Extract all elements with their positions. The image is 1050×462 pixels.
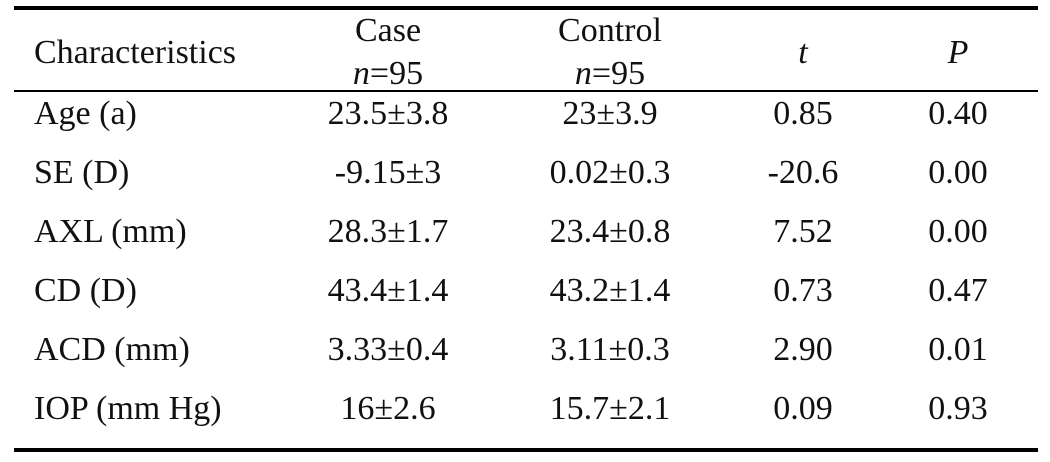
row-age-p: 0.40 bbox=[928, 95, 988, 132]
row-iop-p: 0.93 bbox=[928, 390, 988, 427]
row-acd-control: 3.11±0.3 bbox=[550, 331, 670, 368]
row-cd-control: 43.2±1.4 bbox=[549, 272, 671, 309]
row-cd-p: 0.47 bbox=[928, 272, 988, 309]
header-p: P bbox=[947, 34, 969, 71]
header-case-n-symbol: n bbox=[352, 55, 370, 92]
row-cd-case: 43.4±1.4 bbox=[327, 272, 449, 309]
header-control-n: n=95 bbox=[485, 57, 735, 91]
row-iop-case: 16±2.6 bbox=[340, 390, 436, 427]
row-axl-p: 0.00 bbox=[928, 213, 988, 250]
header-case-n: n=95 bbox=[263, 57, 513, 91]
header-control-label: Control bbox=[558, 12, 662, 49]
row-iop-t: 0.09 bbox=[773, 390, 833, 427]
row-acd-t: 2.90 bbox=[773, 331, 833, 368]
row-iop-characteristic: IOP (mm Hg) bbox=[34, 390, 222, 427]
row-acd-characteristic: ACD (mm) bbox=[34, 331, 190, 368]
row-age-control: 23±3.9 bbox=[562, 95, 658, 132]
header-characteristics: Characteristics bbox=[34, 34, 237, 71]
header-control-n-symbol: n bbox=[574, 55, 592, 92]
row-se-t: -20.6 bbox=[767, 154, 839, 191]
row-se-characteristic: SE (D) bbox=[34, 154, 130, 191]
row-acd-p: 0.01 bbox=[928, 331, 988, 368]
row-cd-t: 0.73 bbox=[773, 272, 833, 309]
row-se-control: 0.02±0.3 bbox=[549, 154, 671, 191]
row-cd-characteristic: CD (D) bbox=[34, 272, 137, 309]
row-axl-characteristic: AXL (mm) bbox=[34, 213, 187, 250]
row-axl-control: 23.4±0.8 bbox=[549, 213, 671, 250]
row-acd-case: 3.33±0.4 bbox=[327, 331, 449, 368]
table-bottom-rule bbox=[14, 448, 1038, 452]
row-iop-control: 15.7±2.1 bbox=[549, 390, 671, 427]
row-se-p: 0.00 bbox=[928, 154, 988, 191]
table-top-rule bbox=[14, 6, 1038, 10]
header-t: t bbox=[798, 34, 808, 71]
row-axl-case: 28.3±1.7 bbox=[327, 213, 449, 250]
header-case-label: Case bbox=[354, 12, 422, 49]
row-age-t: 0.85 bbox=[773, 95, 833, 132]
row-age-characteristic: Age (a) bbox=[34, 95, 137, 132]
row-axl-t: 7.52 bbox=[773, 213, 833, 250]
header-case-n-value: =95 bbox=[369, 55, 424, 92]
header-control-n-value: =95 bbox=[591, 55, 646, 92]
table-header-rule bbox=[14, 90, 1038, 92]
row-se-case: -9.15±3 bbox=[334, 154, 442, 191]
row-age-case: 23.5±3.8 bbox=[327, 95, 449, 132]
